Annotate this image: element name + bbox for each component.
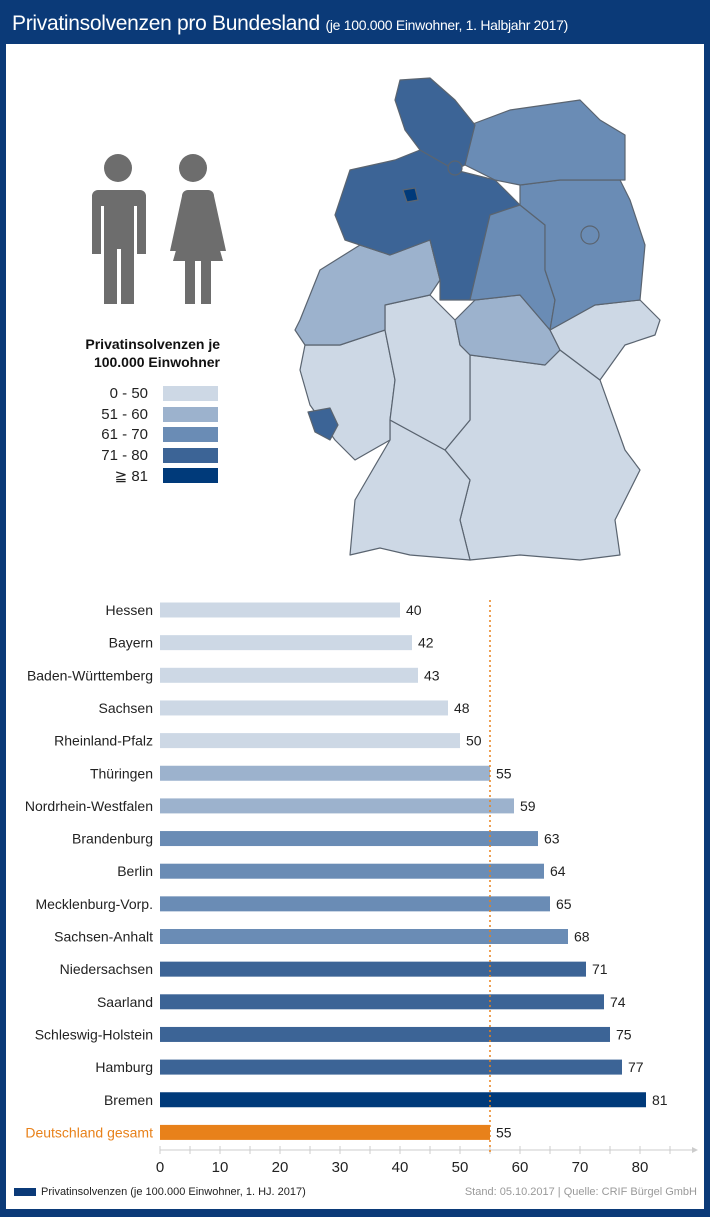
category-label: Deutschland gesamt: [25, 1124, 153, 1140]
region-saarland: [307, 407, 339, 441]
category-label: Hamburg: [95, 1059, 153, 1075]
page-title: Privatinsolvenzen pro Bundesland (je 100…: [12, 12, 568, 35]
woman-icon: [170, 154, 226, 304]
value-label: 55: [496, 1124, 512, 1140]
legend-title: Privatinsolvenzen je 100.000 Einwohner: [85, 336, 220, 370]
value-label: 77: [628, 1059, 644, 1075]
bar: [160, 896, 550, 912]
legend-item: 61 - 70: [70, 426, 218, 443]
region-hessen: [384, 294, 471, 451]
bar: [160, 765, 490, 781]
x-tick-label: 20: [272, 1159, 289, 1176]
value-label: 48: [454, 700, 470, 716]
region-rheinland-pfalz: [299, 329, 396, 461]
x-tick-label: 0: [156, 1159, 164, 1176]
legend-swatch: [14, 1188, 36, 1196]
source-note: Stand: 05.10.2017 | Quelle: CRIF Bürgel …: [464, 1186, 697, 1198]
man-icon: [92, 154, 146, 304]
category-label: Mecklenburg-Vorp.: [35, 896, 153, 912]
footer-legend: Privatinsolvenzen (je 100.000 Einwohner,…: [14, 1186, 306, 1198]
germany-map: [294, 77, 661, 561]
value-label: 59: [520, 798, 536, 814]
category-label: Saarland: [97, 994, 153, 1010]
bar-chart: Hessen 40 Bayern 42 Baden-Württemberg 43 Sachs…: [25, 600, 698, 1176]
legend-swatch: [163, 406, 218, 422]
value-label: 81: [652, 1092, 668, 1108]
bar: [160, 700, 448, 716]
category-label: Bayern: [109, 635, 153, 651]
value-label: 63: [544, 831, 560, 847]
category-label: Sachsen: [99, 700, 153, 716]
category-label: Baden-Württemberg: [27, 667, 153, 683]
legend-swatch: [163, 447, 218, 463]
value-label: 40: [406, 602, 422, 618]
x-tick-label: 10: [212, 1159, 229, 1176]
category-label: Thüringen: [90, 765, 153, 781]
bar: [160, 1124, 490, 1140]
x-tick-label: 30: [332, 1159, 349, 1176]
value-label: 68: [574, 929, 590, 945]
category-label: Brandenburg: [72, 831, 153, 847]
legend-label: 71 - 80: [101, 446, 148, 464]
legend-item: 71 - 80: [70, 446, 218, 464]
region-baden-wuerttemberg: [349, 419, 471, 561]
category-label: Hessen: [106, 602, 153, 618]
value-label: 43: [424, 667, 440, 683]
bar: [160, 831, 538, 847]
value-label: 55: [496, 765, 512, 781]
category-label: Sachsen-Anhalt: [54, 929, 153, 945]
legend-swatch: [163, 468, 218, 483]
legend-item: 51 - 60: [70, 405, 218, 423]
axis-arrow-icon: [692, 1147, 698, 1153]
bar: [160, 1059, 622, 1075]
bar: [160, 1092, 646, 1108]
bar: [160, 961, 586, 977]
x-tick-label: 60: [512, 1159, 529, 1176]
value-label: 65: [556, 896, 572, 912]
region-berlin: [580, 225, 600, 245]
bar: [160, 994, 604, 1010]
legend-label: ≧ 81: [114, 468, 148, 485]
category-label: Nordrhein-Westfalen: [25, 798, 153, 814]
category-label: Rheinland-Pfalz: [54, 733, 153, 749]
bar: [160, 1026, 610, 1042]
value-label: 64: [550, 863, 566, 879]
category-label: Schleswig-Holstein: [35, 1026, 153, 1042]
bar: [160, 863, 544, 879]
bar: [160, 733, 460, 749]
category-label: Bremen: [104, 1092, 153, 1108]
category-label: Berlin: [117, 863, 153, 879]
legend-label: 0 - 50: [109, 385, 148, 402]
legend-label: 51 - 60: [101, 405, 148, 423]
category-label: Niedersachsen: [60, 961, 153, 977]
value-label: 74: [610, 994, 626, 1010]
region-hamburg: [447, 160, 463, 176]
bar: [160, 602, 400, 618]
bar: [160, 929, 568, 944]
region-mecklenburg-vorpommern: [464, 99, 626, 186]
x-tick-label: 80: [632, 1159, 649, 1176]
value-label: 42: [418, 635, 434, 651]
x-tick-label: 40: [392, 1159, 409, 1176]
legend-item: ≧ 81: [70, 468, 218, 485]
value-label: 71: [592, 961, 608, 977]
region-bayern: [444, 349, 641, 561]
x-tick-label: 50: [452, 1159, 469, 1176]
legend-swatch: [163, 386, 218, 401]
region-bremen: [402, 187, 419, 203]
legend-item: 0 - 50: [70, 385, 218, 402]
bar: [160, 798, 514, 814]
bar: [160, 635, 412, 651]
legend-swatch: [163, 427, 218, 442]
legend-label: 61 - 70: [101, 426, 148, 443]
bar: [160, 667, 418, 683]
value-label: 75: [616, 1026, 632, 1042]
x-tick-label: 70: [572, 1159, 589, 1176]
value-label: 50: [466, 733, 482, 749]
